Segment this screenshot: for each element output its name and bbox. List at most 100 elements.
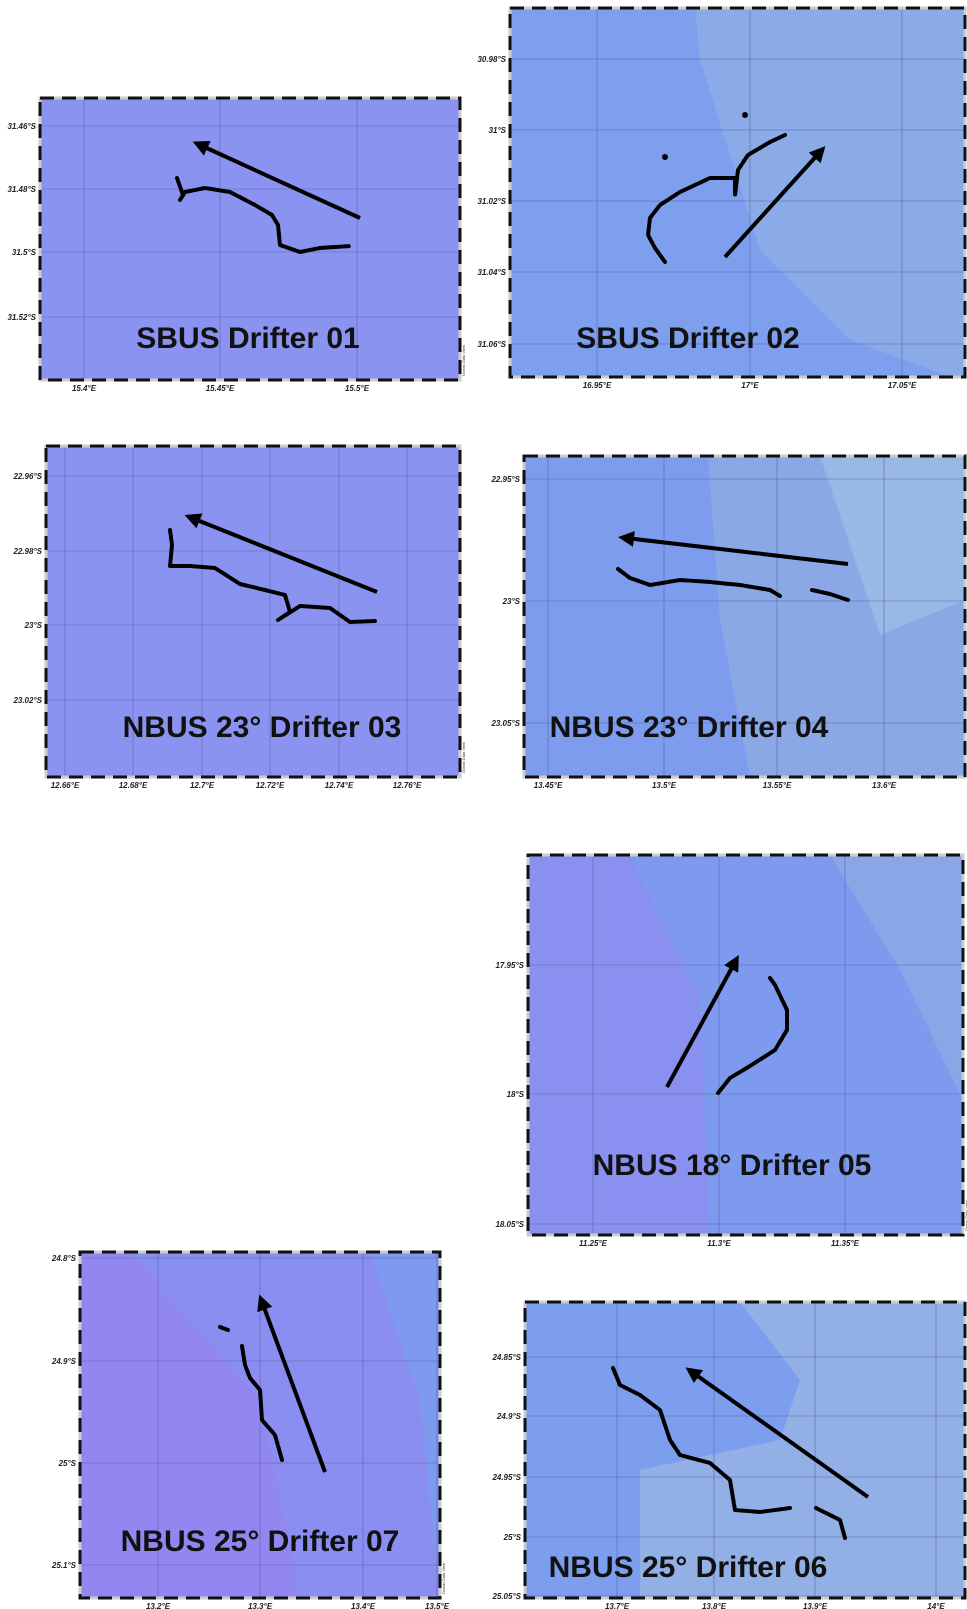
panel-title: SBUS Drifter 02: [576, 322, 799, 355]
panel-title: NBUS 18° Drifter 05: [593, 1149, 872, 1182]
water-region: [130, 1252, 440, 1598]
y-tick-label: 30.98°S: [477, 55, 506, 64]
drifter-track: [611, 1366, 792, 1514]
drift-arrow: [723, 146, 826, 259]
drifter-point: [742, 112, 748, 118]
x-tick-label: 13.4°E: [351, 1602, 376, 1609]
map-panel: 13.45°E 13.5°E 13.55°E 13.6°E 22.95°S 23°S 23.…: [490, 454, 967, 790]
y-tick-label: 24.8°S: [51, 1254, 77, 1263]
x-tick-label: 14°E: [927, 1602, 945, 1609]
y-tick-label: 23°S: [502, 597, 521, 606]
watermark: Ocean Data View: [964, 1200, 967, 1231]
x-tick-label: 12.68°E: [119, 781, 148, 790]
x-tick-label: 13.2°E: [146, 1602, 171, 1609]
frame-dashes: [522, 454, 967, 779]
y-tick-label: 25.05°S: [491, 1592, 521, 1601]
frame-dashes: [44, 444, 462, 779]
map-panel: 13.7°E 13.8°E 13.9°E 14°E 24.85°S 24.9°S 24.95…: [491, 1300, 967, 1609]
y-tick-label: 31°S: [489, 126, 507, 135]
map-panel: 11.25°E 11.3°E 11.35°E 17.95°S 18°S 18.05°S NB…: [495, 853, 967, 1248]
x-tick-label: 13.3°E: [248, 1602, 273, 1609]
y-tick-label: 31.04°S: [477, 268, 506, 277]
y-tick-label: 31.48°S: [7, 185, 36, 194]
drifter-track: [646, 133, 787, 264]
frame-dashes: [78, 1250, 442, 1600]
frame-dashes: [526, 853, 965, 1237]
map-panel: 15.4°E 15.45°E 15.5°E 31.46°S 31.48°S 31.5°S 3…: [7, 96, 466, 393]
drift-arrow: [618, 530, 849, 566]
watermark: Ocean Data View: [461, 345, 466, 376]
y-tick-label: 18.05°S: [495, 1220, 524, 1229]
map-background: [40, 98, 460, 380]
drifter-track: [814, 1506, 847, 1540]
x-tick-label: 12.7°E: [190, 781, 215, 790]
x-tick-label: 13.7°E: [605, 1602, 630, 1609]
drift-arrow: [192, 141, 361, 220]
y-tick-label: 23.02°S: [12, 696, 42, 705]
y-tick-label: 22.96°S: [12, 472, 42, 481]
y-tick-label: 25.1°S: [51, 1561, 77, 1570]
y-tick-label: 31.06°S: [477, 340, 506, 349]
water-region: [370, 1252, 440, 1598]
drift-arrow: [184, 513, 378, 594]
y-tick-label: 25°S: [58, 1459, 77, 1468]
panel-title: NBUS 25° Drifter 06: [549, 1551, 828, 1584]
x-tick-label: 13.8°E: [702, 1602, 727, 1609]
x-tick-label: 13.6°E: [872, 781, 897, 790]
x-tick-label: 15.45°E: [206, 384, 235, 393]
y-tick-label: 25°S: [503, 1533, 522, 1542]
frame-dashes: [508, 6, 967, 379]
panel-title: SBUS Drifter 01: [136, 322, 359, 355]
water-region: [830, 855, 963, 1100]
y-tick-label: 24.9°S: [51, 1357, 77, 1366]
x-tick-label: 15.5°E: [345, 384, 370, 393]
water-region: [528, 855, 710, 1235]
y-tick-label: 24.9°S: [496, 1412, 522, 1421]
y-tick-label: 23.05°S: [490, 719, 520, 728]
y-tick-label: 31.52°S: [7, 313, 36, 322]
drift-arrow: [665, 954, 739, 1088]
x-tick-label: 12.72°E: [256, 781, 285, 790]
x-tick-label: 12.74°E: [325, 781, 354, 790]
map-background: [46, 446, 460, 777]
x-tick-label: 11.25°E: [579, 1239, 608, 1248]
y-tick-label: 22.98°S: [12, 547, 42, 556]
drift-arrow: [685, 1367, 870, 1499]
y-tick-label: 24.85°S: [491, 1353, 521, 1362]
x-tick-label: 11.3°E: [707, 1239, 731, 1248]
x-tick-label: 13.45°E: [534, 781, 563, 790]
drifter-track: [240, 1344, 284, 1462]
y-tick-label: 24.95°S: [491, 1473, 521, 1482]
x-tick-label: 12.66°E: [51, 781, 80, 790]
x-tick-label: 12.76°E: [393, 781, 422, 790]
y-tick-label: 18°S: [507, 1090, 525, 1099]
y-tick-label: 31.46°S: [7, 122, 36, 131]
y-tick-label: 31.5°S: [12, 248, 37, 257]
y-tick-label: 22.95°S: [490, 475, 520, 484]
water-region: [820, 456, 965, 635]
frame-dashes: [38, 96, 462, 382]
watermark: Ocean Data View: [441, 1563, 446, 1594]
drifter-track: [716, 976, 789, 1095]
x-tick-label: 13.5°E: [425, 1602, 450, 1609]
drifter-track: [175, 176, 352, 254]
x-tick-label: 17.05°E: [888, 381, 917, 390]
map-panel: 13.2°E 13.3°E 13.4°E 13.5°E 24.8°S 24.9°S 25°S…: [51, 1250, 450, 1609]
x-tick-label: 15.4°E: [72, 384, 97, 393]
x-tick-label: 13.9°E: [803, 1602, 828, 1609]
y-tick-label: 31.02°S: [477, 197, 506, 206]
water-region: [695, 8, 965, 377]
drifter-track: [810, 588, 850, 602]
map-panel: 16.95°E 17°E 17.05°E 30.98°S 31°S 31.02°S 31.0…: [477, 6, 967, 390]
drifter-track: [218, 1325, 230, 1332]
map-panel: 12.66°E 12.68°E 12.7°E 12.72°E 12.74°E 12.76°…: [12, 444, 466, 790]
x-tick-label: 13.55°E: [763, 781, 792, 790]
x-tick-label: 17°E: [741, 381, 759, 390]
y-tick-label: 17.95°S: [495, 961, 524, 970]
drifter-point: [662, 154, 668, 160]
x-tick-label: 11.35°E: [831, 1239, 860, 1248]
panel-title: NBUS 25° Drifter 07: [121, 1525, 400, 1558]
panel-title: NBUS 23° Drifter 03: [123, 711, 402, 744]
frame-dashes: [523, 1300, 967, 1600]
